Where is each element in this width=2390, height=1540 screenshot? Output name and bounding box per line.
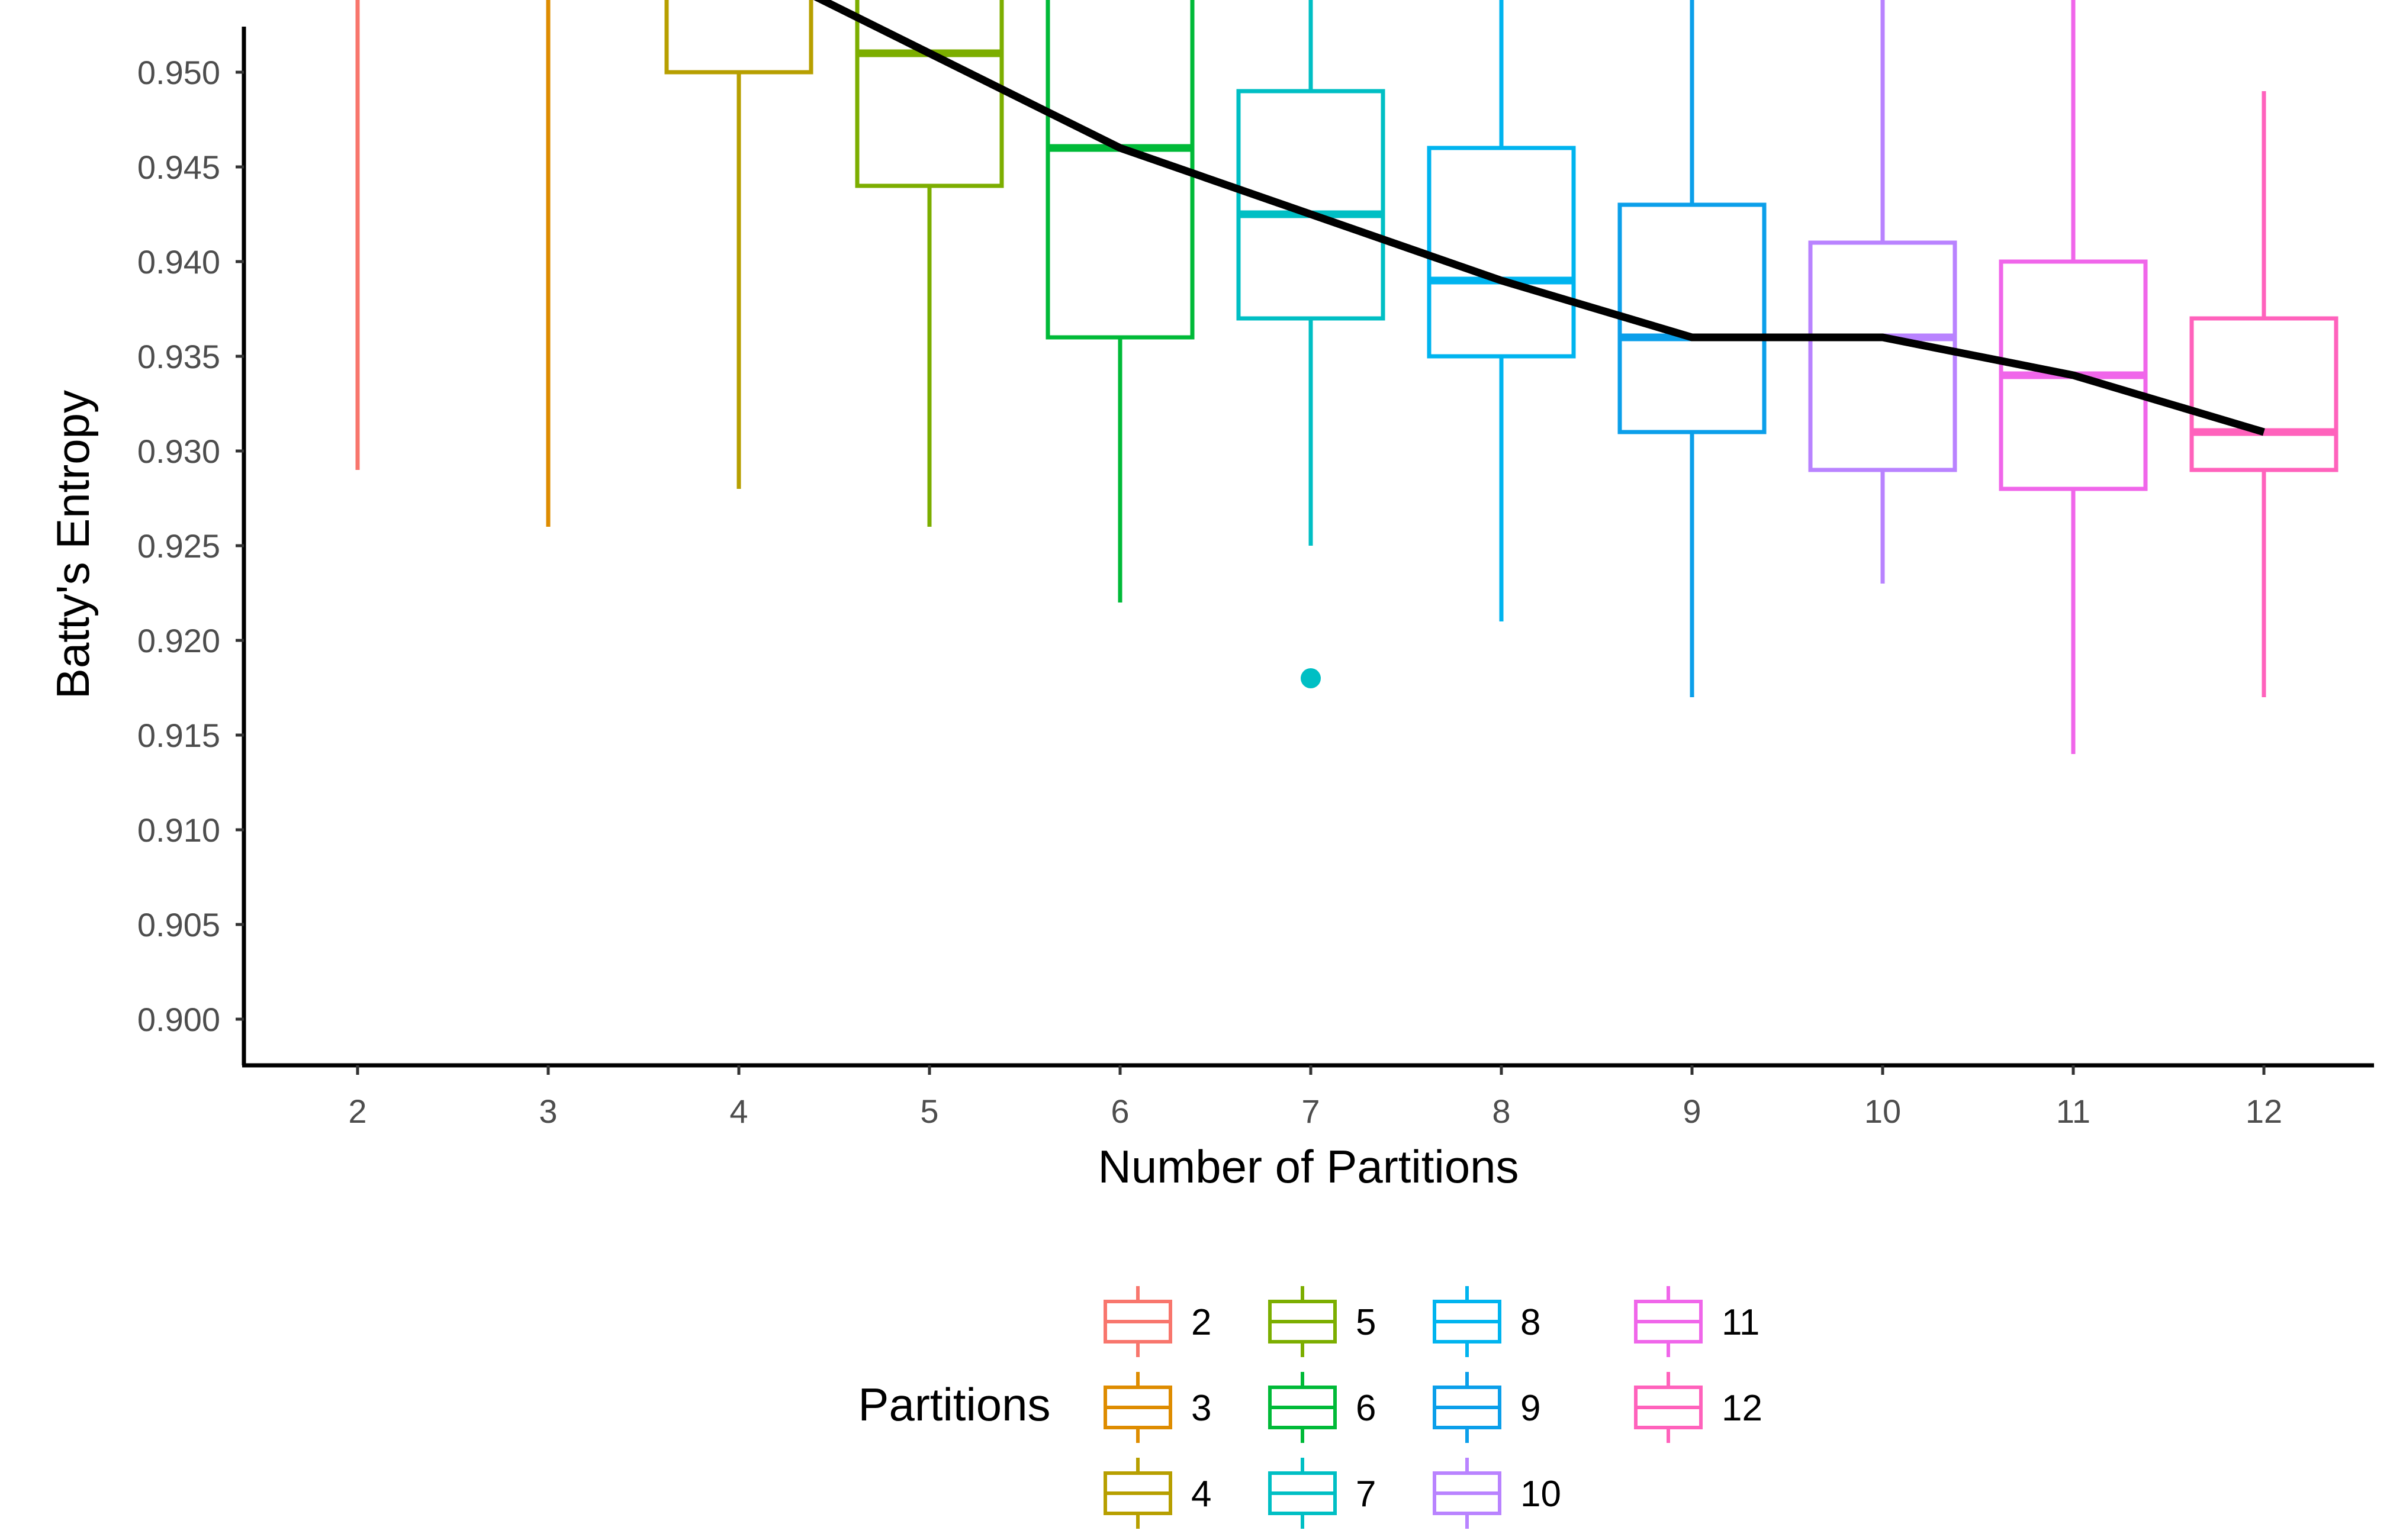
y-tick-label: 0.945 bbox=[137, 149, 220, 186]
legend-title: Partitions bbox=[858, 1378, 1050, 1431]
legend-label: 5 bbox=[1356, 1302, 1376, 1343]
x-tick-label: 2 bbox=[348, 1093, 366, 1130]
y-tick-label: 0.900 bbox=[137, 1001, 220, 1038]
legend-item-8: 8 bbox=[1433, 1286, 1540, 1357]
legend-label: 9 bbox=[1520, 1388, 1540, 1429]
box-7 bbox=[1236, 0, 1385, 688]
legend: 2 3 4 5 6 7 8 9 10 11 12 bbox=[1104, 1286, 1762, 1529]
y-tick-label: 0.925 bbox=[137, 527, 220, 565]
x-tick-label: 10 bbox=[1864, 1093, 1901, 1130]
x-tick-label: 11 bbox=[2056, 1093, 2090, 1130]
y-axis-title: Batty's Entropy bbox=[47, 390, 99, 699]
box-6 bbox=[1046, 0, 1195, 603]
legend-item-12: 12 bbox=[1634, 1372, 1762, 1443]
legend-item-3: 3 bbox=[1104, 1372, 1211, 1443]
box-2 bbox=[355, 0, 360, 470]
box-10 bbox=[1808, 0, 1957, 584]
legend-label: 8 bbox=[1520, 1302, 1540, 1343]
box-12 bbox=[2189, 91, 2338, 697]
y-tick-label: 0.950 bbox=[137, 54, 220, 91]
x-axis-title: Number of Partitions bbox=[1098, 1140, 1519, 1193]
x-ticks: 2 3 4 5 6 7 8 9 10 11 12 bbox=[348, 1065, 2282, 1130]
legend-label: 6 bbox=[1356, 1388, 1376, 1429]
outlier-point bbox=[1301, 668, 1321, 688]
legend-item-2: 2 bbox=[1104, 1286, 1211, 1357]
y-tick-label: 0.935 bbox=[137, 338, 220, 375]
median-trend-line bbox=[813, 0, 2265, 436]
y-tick-label: 0.940 bbox=[137, 243, 220, 281]
box-8 bbox=[1427, 0, 1576, 621]
legend-label: 11 bbox=[1722, 1302, 1759, 1343]
box-body bbox=[1236, 89, 1385, 321]
legend-item-7: 7 bbox=[1268, 1458, 1376, 1529]
legend-label: 7 bbox=[1356, 1474, 1376, 1515]
y-ticks: 0.900 0.905 0.910 0.915 0.920 0.925 0.930 0.935… bbox=[137, 54, 244, 1038]
legend-item-5: 5 bbox=[1268, 1286, 1376, 1357]
box-9 bbox=[1617, 0, 1767, 697]
legend-item-11: 11 bbox=[1634, 1286, 1759, 1357]
legend-item-10: 10 bbox=[1433, 1458, 1561, 1529]
y-tick-label: 0.905 bbox=[137, 906, 220, 943]
legend-label: 10 bbox=[1520, 1474, 1561, 1515]
legend-label: 4 bbox=[1191, 1474, 1211, 1515]
axes-layer bbox=[242, 27, 2374, 1068]
boxes-layer bbox=[355, 0, 2338, 754]
box-body bbox=[664, 0, 813, 75]
legend-label: 2 bbox=[1191, 1302, 1211, 1343]
legend-item-9: 9 bbox=[1433, 1372, 1540, 1443]
y-tick-label: 0.915 bbox=[137, 717, 220, 754]
x-tick-label: 6 bbox=[1111, 1093, 1129, 1130]
y-tick-label: 0.920 bbox=[137, 622, 220, 659]
x-tick-label: 8 bbox=[1492, 1093, 1510, 1130]
y-tick-label: 0.910 bbox=[137, 811, 220, 849]
x-tick-label: 3 bbox=[539, 1093, 557, 1130]
legend-item-6: 6 bbox=[1268, 1372, 1376, 1443]
x-tick-label: 4 bbox=[729, 1093, 748, 1130]
legend-label: 12 bbox=[1722, 1388, 1762, 1429]
box-body bbox=[1427, 146, 1576, 359]
legend-label: 3 bbox=[1191, 1388, 1211, 1429]
box-4 bbox=[664, 0, 813, 489]
x-tick-label: 9 bbox=[1683, 1093, 1701, 1130]
box-body bbox=[1046, 0, 1195, 340]
box-body bbox=[1808, 240, 1957, 472]
trend-layer bbox=[813, 0, 2265, 436]
legend-item-4: 4 bbox=[1104, 1458, 1211, 1529]
x-tick-label: 5 bbox=[920, 1093, 938, 1130]
box-3 bbox=[546, 0, 551, 527]
x-tick-label: 7 bbox=[1301, 1093, 1320, 1130]
x-tick-label: 12 bbox=[2246, 1093, 2282, 1130]
box-body bbox=[2189, 316, 2338, 472]
y-tick-label: 0.930 bbox=[137, 433, 220, 470]
